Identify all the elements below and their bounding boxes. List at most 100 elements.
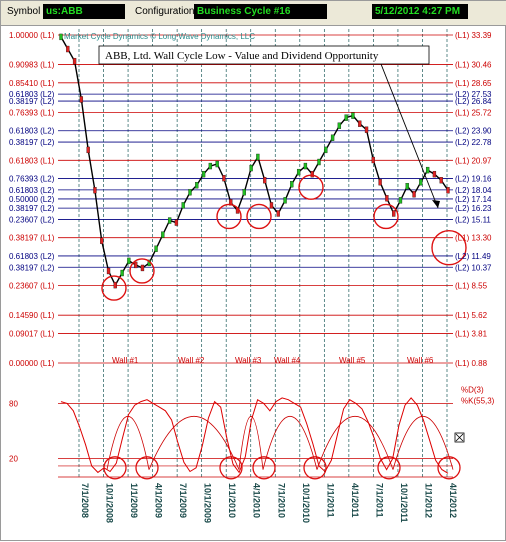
- osc-tick-20: 20: [9, 455, 18, 464]
- price-bar: [256, 153, 260, 161]
- price-bar: [174, 219, 179, 226]
- left-level-label: 0.85410 (L1): [9, 79, 55, 88]
- right-level-label: (L2) 23.90: [455, 127, 492, 136]
- wall-label: Wall #3: [235, 356, 262, 365]
- x-tick-label: 4/1/2012: [448, 483, 458, 518]
- price-bar: [269, 202, 274, 209]
- price-bar: [79, 96, 84, 103]
- x-tick-label: 1/1/2012: [423, 483, 433, 518]
- price-line: [60, 36, 449, 287]
- price-bar: [283, 197, 287, 204]
- price-bar: [446, 187, 450, 194]
- price-bar: [72, 57, 77, 65]
- wall-arc: [148, 415, 240, 470]
- left-level-label: 0.50000 (L2): [9, 195, 55, 204]
- price-bar: [412, 191, 416, 198]
- price-bar: [317, 158, 321, 166]
- left-level-label: 0.38197 (L1): [9, 234, 55, 243]
- left-level-label: 0.61803 (L2): [9, 127, 55, 136]
- price-bar: [425, 166, 430, 174]
- left-level-label: 0.76393 (L1): [9, 108, 55, 117]
- oscillator-low-circle: [135, 456, 159, 480]
- price-bar: [351, 112, 355, 119]
- oscillator-low-circle: [437, 456, 461, 480]
- right-level-label: (L2) 15.11: [455, 215, 491, 224]
- x-tick-label: 10/1/2011: [399, 483, 409, 523]
- wall-label: Wall #1: [112, 356, 139, 365]
- x-tick-label: 1/1/2011: [325, 483, 335, 518]
- price-bar: [140, 264, 145, 272]
- price-bar: [324, 146, 328, 154]
- left-level-label: 0.14590 (L1): [9, 311, 55, 320]
- datetime-field: 5/12/2012 4:27 PM: [372, 4, 468, 19]
- toolbar: Symbol us:ABB Configuration Business Cyc…: [1, 1, 506, 26]
- annotations: Market Cycle Dynamics © Long Wave Dynami…: [64, 32, 440, 209]
- left-level-label: 0.38197 (L2): [9, 138, 55, 147]
- osc-legend-k: %K(55,3): [461, 396, 495, 405]
- price-bar: [405, 183, 409, 190]
- low-circle: [246, 203, 272, 230]
- price-bar: [93, 187, 97, 194]
- price-bar: [249, 164, 253, 172]
- osc-tick-80: 80: [9, 399, 18, 408]
- left-level-label: 0.61803 (L2): [9, 90, 55, 99]
- price-bar: [337, 122, 342, 129]
- left-level-label: 0.38197 (L2): [9, 97, 55, 106]
- price-bar: [358, 120, 362, 127]
- price-bar: [432, 170, 437, 178]
- price-bar: [290, 181, 294, 188]
- wall-arc: [238, 416, 264, 470]
- left-level-label: 0.61803 (L2): [9, 186, 55, 195]
- x-tick-label: 7/1/2010: [276, 483, 286, 518]
- x-tick-label: 1/1/2010: [227, 483, 237, 518]
- price-bar: [439, 177, 443, 184]
- date-axis-background: [58, 479, 453, 537]
- left-level-label: 0.38197 (L2): [9, 204, 55, 213]
- price-bar: [392, 210, 396, 217]
- annotation-arrow: [380, 63, 439, 209]
- left-level-label: 0.61803 (L1): [9, 156, 55, 165]
- symbol-field[interactable]: us:ABB: [43, 4, 125, 19]
- low-circle: [216, 203, 242, 230]
- low-circle: [373, 203, 399, 230]
- configuration-field[interactable]: Business Cycle #16: [194, 4, 327, 19]
- watermark-text: Market Cycle Dynamics © Long Wave Dynami…: [64, 32, 255, 41]
- wall-arc: [392, 416, 454, 470]
- left-level-label: 0.23607 (L2): [9, 215, 55, 224]
- oscillator-line: [60, 397, 449, 474]
- price-bar: [188, 189, 192, 196]
- symbol-label: Symbol: [7, 6, 41, 17]
- price-bar: [364, 126, 369, 133]
- right-level-label: (L1) 0.88: [455, 359, 488, 368]
- left-level-label: 0.90983 (L1): [9, 61, 55, 70]
- price-bar: [385, 195, 389, 202]
- left-level-label: 1.00000 (L1): [9, 31, 55, 40]
- right-level-label: (L1) 28.65: [455, 79, 492, 88]
- x-tick-label: 4/1/2009: [154, 483, 164, 518]
- right-level-label: (L1) 3.81: [455, 329, 488, 338]
- price-bar: [344, 114, 348, 121]
- title-box: [98, 45, 430, 65]
- right-level-label: (L2) 16.23: [455, 204, 492, 213]
- low-circle: [129, 258, 155, 284]
- chart-area: Wall #1 Wall #2 Wall #3 Wall #4 Wall #5 Wall …: [9, 27, 495, 537]
- price-bar: [127, 257, 131, 265]
- price-bar: [106, 267, 111, 275]
- left-level-label: 0.76393 (L2): [9, 175, 55, 184]
- osc-legend-d: %D(3): [461, 385, 484, 394]
- x-tick-label: 7/1/2008: [80, 483, 90, 518]
- left-level-label: 0.38197 (L2): [9, 263, 55, 272]
- left-level-label: 0.61803 (L2): [9, 252, 55, 261]
- plot-background: [58, 27, 453, 479]
- x-tick-label: 10/1/2008: [105, 483, 115, 523]
- annotation-arrowhead: [432, 200, 440, 208]
- price-bar: [398, 197, 403, 204]
- right-level-label: (L2) 18.04: [455, 186, 492, 195]
- configuration-label: Configuration: [135, 6, 195, 17]
- left-level-label: 0.23607 (L1): [9, 282, 55, 291]
- x-tick-label: 10/1/2009: [203, 483, 213, 523]
- right-level-label: (L1) 30.46: [455, 61, 492, 70]
- price-bar: [161, 231, 165, 238]
- right-level-label: (L1) 5.62: [455, 311, 488, 320]
